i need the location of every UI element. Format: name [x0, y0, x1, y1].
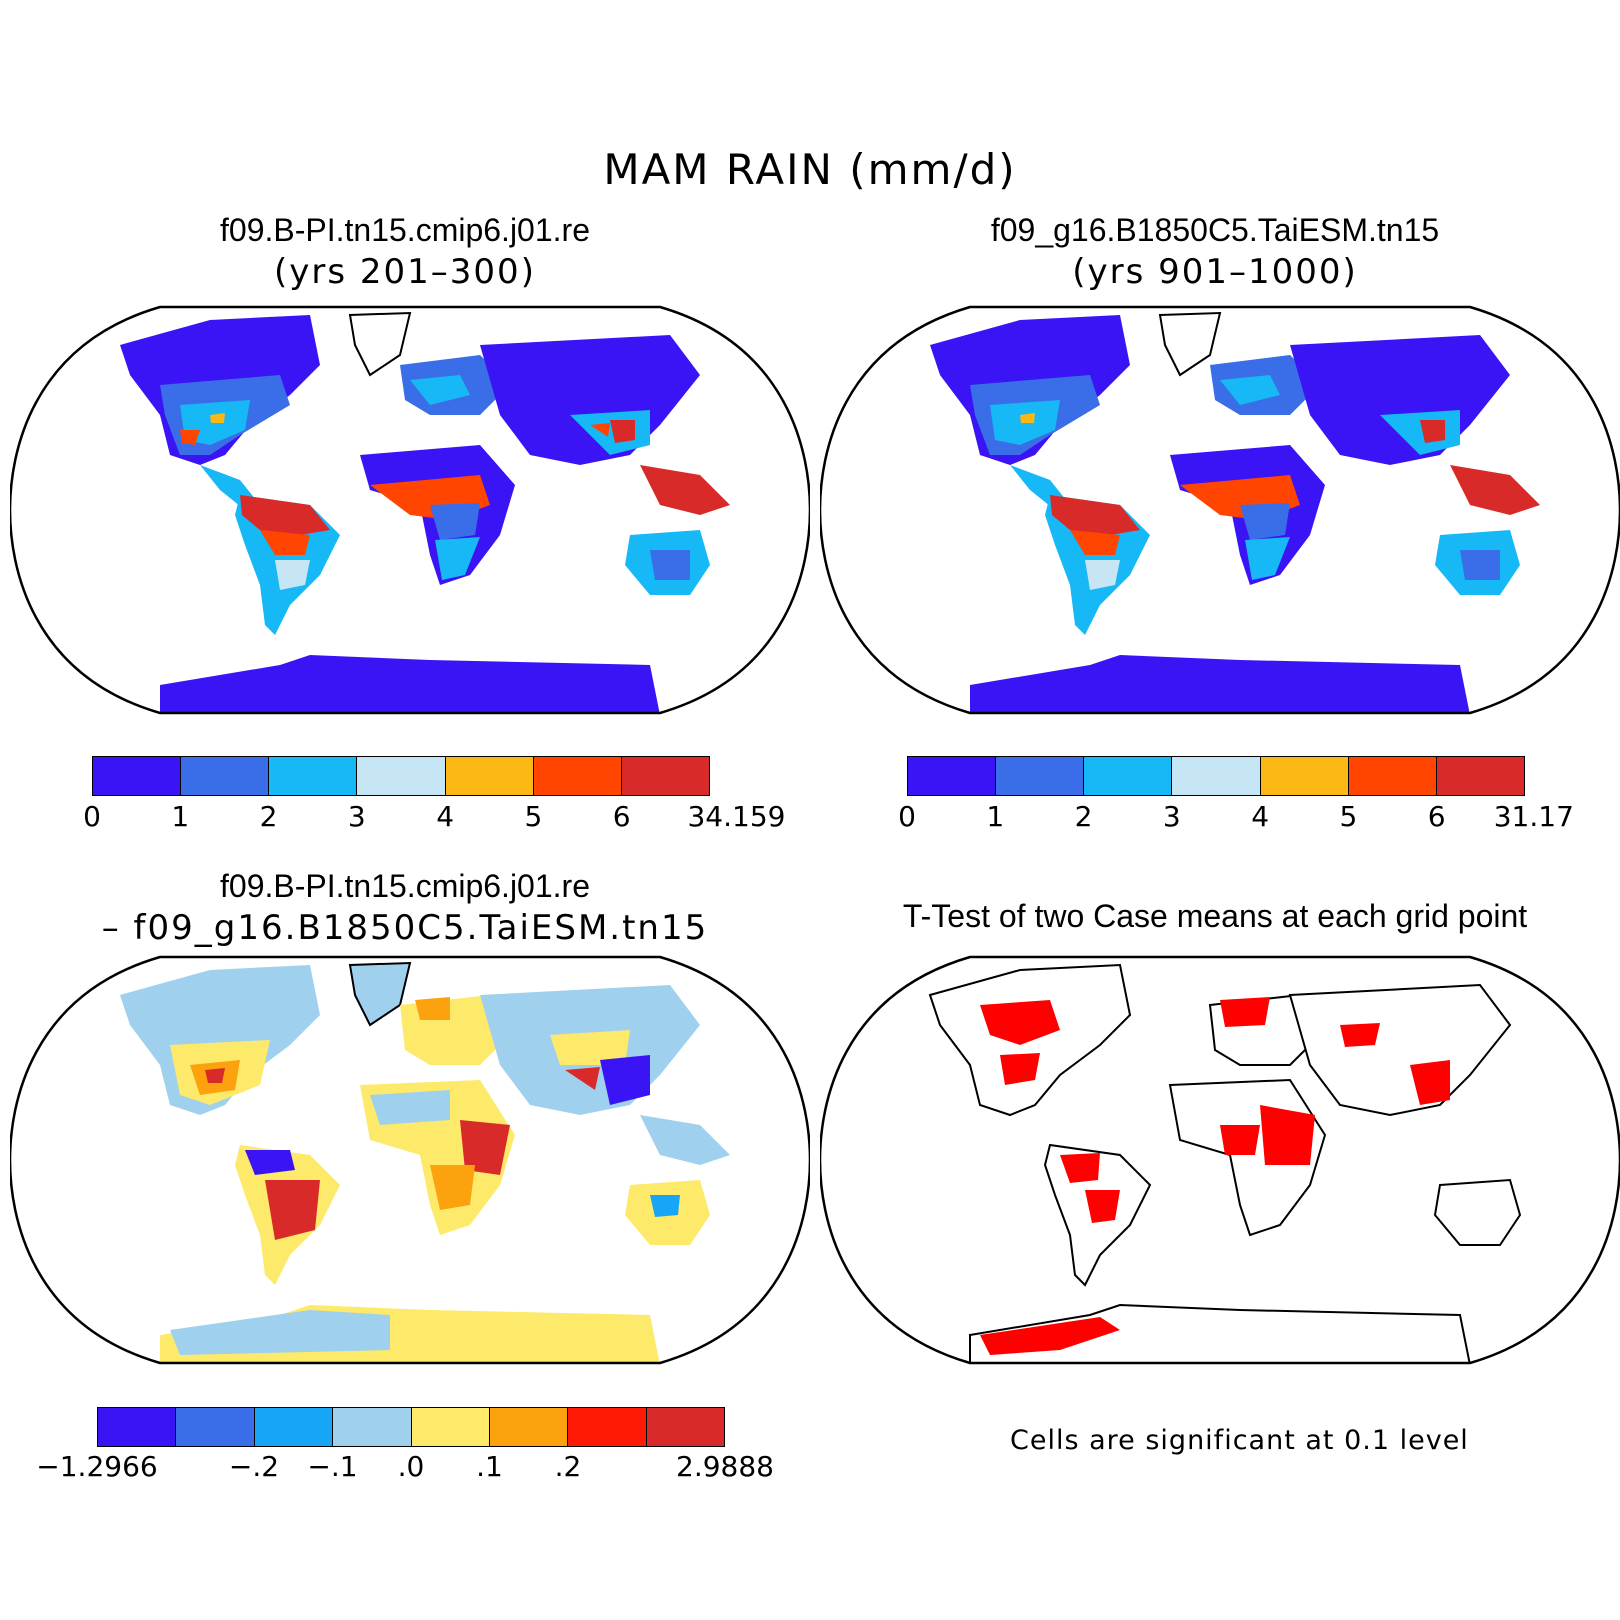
colorbar-cell — [1172, 757, 1261, 795]
north-america-region — [120, 965, 320, 1115]
asia-outline — [1288, 983, 1512, 1117]
colorbar-cell — [181, 757, 270, 795]
colorbar-tick-label: 2 — [259, 800, 278, 833]
antarctica-region — [160, 655, 660, 713]
colorbar-cell — [333, 1408, 412, 1446]
colorbar-tick-label: 5 — [1339, 800, 1358, 833]
colorbar-tick-label: 1 — [986, 800, 1005, 833]
colorbar-tick-label: −1.2966 — [36, 1450, 158, 1483]
colorbar-cell — [1436, 757, 1524, 795]
main-title: MAM RAIN (mm/d) — [603, 145, 1017, 194]
colorbar-tick-label: 4 — [1251, 800, 1270, 833]
colorbar-cell — [621, 757, 709, 795]
significance-note: Cells are significant at 0.1 level — [1010, 1425, 1469, 1456]
colorbar-cell — [176, 1408, 255, 1446]
colorbar-cell — [908, 757, 997, 795]
colorbar-tick-label: 34.159 — [687, 800, 786, 833]
colorbar-tick-label: 0 — [83, 800, 101, 833]
panel-subtitle-top-left: (yrs 201–300) — [274, 252, 536, 292]
asia-region — [480, 335, 700, 465]
greenland-region — [348, 961, 412, 1027]
colorbar-difference — [97, 1407, 725, 1447]
asia-region — [1290, 335, 1510, 465]
colorbar-tick-label: 5 — [524, 800, 543, 833]
colorbar-cell — [489, 1408, 569, 1446]
colorbar-tick-label: 31.17 — [1493, 800, 1574, 833]
australia-outline — [1433, 1178, 1522, 1246]
panel-title-top-left: f09.B-PI.tn15.cmip6.j01.re — [220, 212, 590, 248]
map-rain-difference — [10, 955, 810, 1365]
colorbar-cell — [445, 757, 534, 795]
colorbar-tick-label: 6 — [612, 800, 631, 833]
colorbar-tick-label: 3 — [1162, 800, 1181, 833]
colorbar-tick-label: .1 — [476, 1450, 503, 1483]
colorbar-tick-label: 4 — [436, 800, 455, 833]
colorbar-tick-label: 1 — [171, 800, 190, 833]
colorbar-tick-label: .2 — [554, 1450, 582, 1483]
map-frame — [820, 955, 1620, 1365]
map-t-test — [820, 955, 1620, 1365]
panel-title-bottom-left: f09.B-PI.tn15.cmip6.j01.re — [220, 868, 590, 904]
map-frame — [820, 305, 1620, 715]
greenland-region — [1158, 311, 1222, 377]
colorbar-tick-label: 3 — [347, 800, 366, 833]
colorbar-tick-label: 0 — [898, 800, 916, 833]
colorbar-cell — [269, 757, 358, 795]
colorbar-cell — [1260, 757, 1349, 795]
colorbar-cell — [254, 1408, 334, 1446]
antarctica-region — [970, 655, 1470, 713]
greenland-region — [348, 311, 412, 377]
panel-subtitle-top-right: (yrs 901–1000) — [1072, 252, 1358, 292]
colorbar-cell — [411, 1408, 490, 1446]
panel-title-top-right: f09_g16.B1850C5.TaiESM.tn15 — [990, 212, 1440, 248]
colorbar-cell — [1348, 757, 1437, 795]
colorbar-cell — [568, 1408, 647, 1446]
colorbar-rain-case1 — [92, 756, 710, 796]
panel-title-bottom-right: T-Test of two Case means at each grid po… — [902, 898, 1528, 934]
map-rain-case1 — [10, 305, 810, 715]
colorbar-cell — [1084, 757, 1173, 795]
colorbar-tick-label: −.2 — [228, 1450, 280, 1483]
colorbar-tick-label: 2 — [1074, 800, 1093, 833]
colorbar-cell — [533, 757, 622, 795]
colorbar-rain-case2 — [907, 756, 1525, 796]
colorbar-cell — [996, 757, 1085, 795]
colorbar-cell — [98, 1408, 177, 1446]
map-frame — [10, 305, 810, 715]
panel-subtitle-bottom-left: – f09_g16.B1850C5.TaiESM.tn15 — [101, 908, 709, 948]
colorbar-tick-label: −.1 — [307, 1450, 358, 1483]
colorbar-cell — [93, 757, 182, 795]
colorbar-tick-label: .0 — [397, 1450, 425, 1483]
colorbar-tick-label: 2.9888 — [676, 1450, 774, 1483]
colorbar-tick-label: 6 — [1427, 800, 1446, 833]
colorbar-cell — [357, 757, 446, 795]
map-rain-case2 — [820, 305, 1620, 715]
map-frame — [10, 955, 810, 1365]
colorbar-cell — [646, 1408, 724, 1446]
